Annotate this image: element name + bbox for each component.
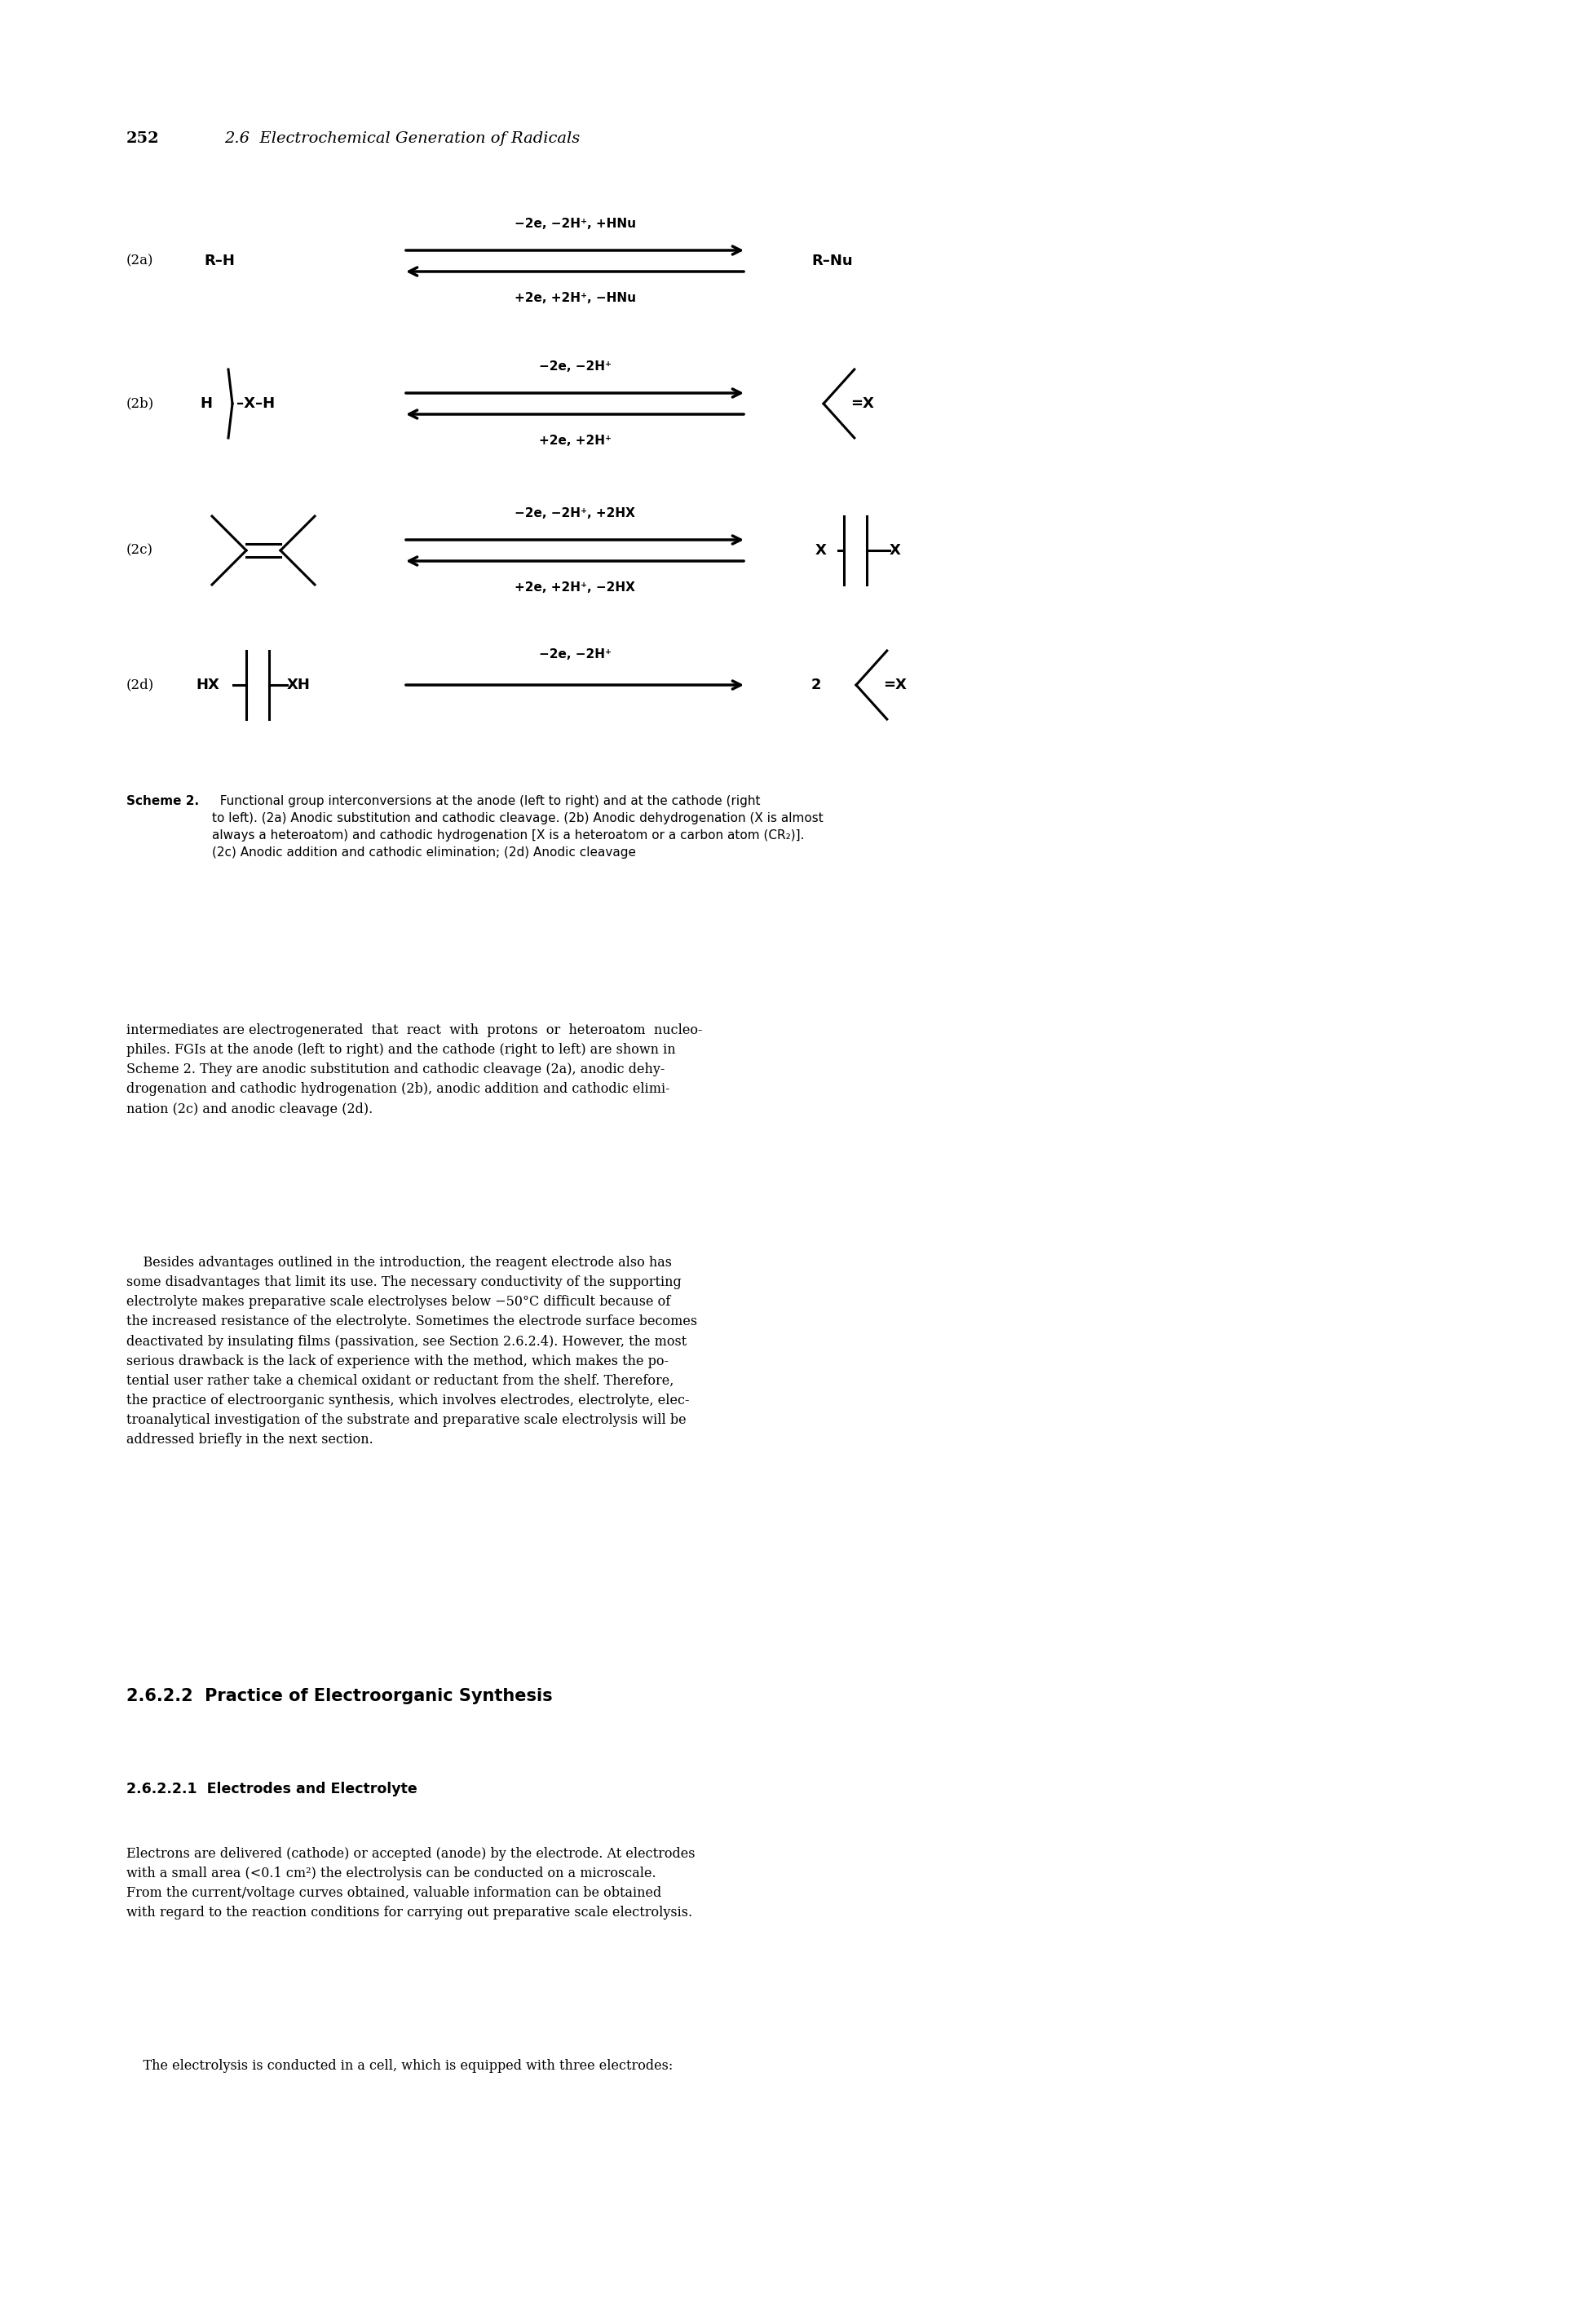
- Text: –X–H: –X–H: [237, 397, 275, 411]
- Text: =X: =X: [851, 397, 874, 411]
- Text: +2e, +2H⁺, −HNu: +2e, +2H⁺, −HNu: [514, 293, 636, 304]
- Text: (2c): (2c): [126, 544, 153, 558]
- Text: HX: HX: [196, 679, 219, 693]
- Text: XH: XH: [288, 679, 310, 693]
- Text: (2a): (2a): [126, 253, 154, 267]
- Text: Besides advantages outlined in the introduction, the reagent electrode also has
: Besides advantages outlined in the intro…: [126, 1255, 698, 1448]
- Text: 252: 252: [126, 130, 159, 146]
- Text: X: X: [889, 544, 902, 558]
- Text: Functional group interconversions at the anode (left to right) and at the cathod: Functional group interconversions at the…: [211, 795, 824, 858]
- Text: −2e, −2H⁺, +HNu: −2e, −2H⁺, +HNu: [514, 218, 636, 230]
- Text: (2b): (2b): [126, 397, 154, 411]
- Text: 2.6.2.2  Practice of Electroorganic Synthesis: 2.6.2.2 Practice of Electroorganic Synth…: [126, 1687, 553, 1703]
- Text: Electrons are delivered (cathode) or accepted (anode) by the electrode. At elect: Electrons are delivered (cathode) or acc…: [126, 1848, 695, 1920]
- Text: 2.6  Electrochemical Generation of Radicals: 2.6 Electrochemical Generation of Radica…: [224, 130, 580, 146]
- Text: (2d): (2d): [126, 679, 154, 693]
- Text: +2e, +2H⁺: +2e, +2H⁺: [539, 435, 611, 446]
- Text: 2: 2: [811, 679, 822, 693]
- Text: +2e, +2H⁺, −2HX: +2e, +2H⁺, −2HX: [515, 581, 634, 593]
- Text: 2.6.2.2.1  Electrodes and Electrolyte: 2.6.2.2.1 Electrodes and Electrolyte: [126, 1783, 417, 1796]
- Text: R–H: R–H: [204, 253, 235, 267]
- Text: =X: =X: [882, 679, 906, 693]
- Text: The electrolysis is conducted in a cell, which is equipped with three electrodes: The electrolysis is conducted in a cell,…: [126, 2059, 673, 2073]
- Text: H: H: [200, 397, 211, 411]
- Text: intermediates are electrogenerated  that  react  with  protons  or  heteroatom  : intermediates are electrogenerated that …: [126, 1023, 703, 1116]
- Text: −2e, −2H⁺, +2HX: −2e, −2H⁺, +2HX: [515, 507, 634, 521]
- Text: −2e, −2H⁺: −2e, −2H⁺: [539, 360, 611, 372]
- Text: Scheme 2.: Scheme 2.: [126, 795, 199, 806]
- Text: X: X: [816, 544, 827, 558]
- Text: −2e, −2H⁺: −2e, −2H⁺: [539, 648, 611, 660]
- Text: R–Nu: R–Nu: [811, 253, 852, 267]
